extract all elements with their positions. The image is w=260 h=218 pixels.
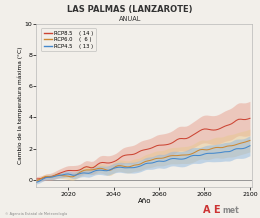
Text: © Agencia Estatal de Meteorología: © Agencia Estatal de Meteorología <box>5 212 67 216</box>
Legend: RCP8.5    ( 14 ), RCP6.0    (  6 ), RCP4.5    ( 13 ): RCP8.5 ( 14 ), RCP6.0 ( 6 ), RCP4.5 ( 13… <box>41 28 96 51</box>
Text: ANUAL: ANUAL <box>119 16 141 22</box>
X-axis label: Año: Año <box>138 198 151 204</box>
Text: met: met <box>222 206 239 215</box>
Text: A: A <box>203 205 210 215</box>
Text: E: E <box>213 205 220 215</box>
Text: LAS PALMAS (LANZAROTE): LAS PALMAS (LANZAROTE) <box>67 5 193 14</box>
Y-axis label: Cambio de la temperatura máxima (°C): Cambio de la temperatura máxima (°C) <box>18 47 23 164</box>
